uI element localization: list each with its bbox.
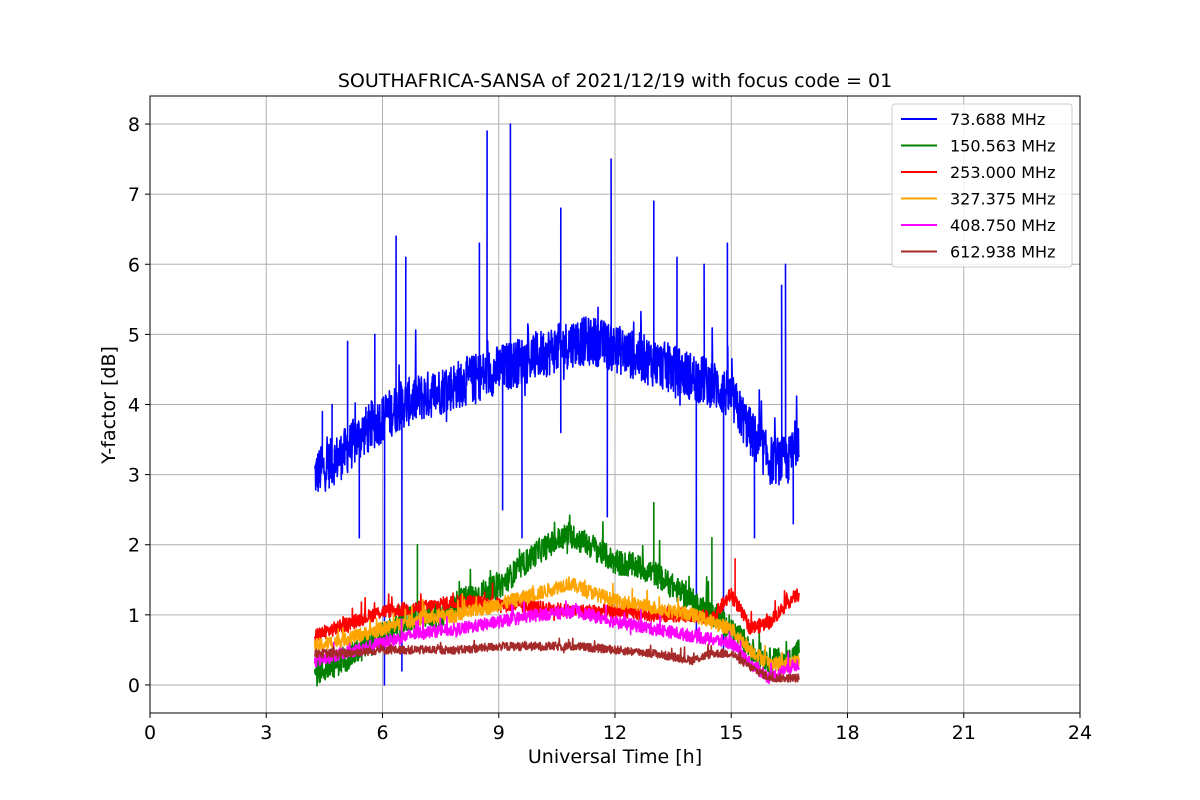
- legend-label: 408.750 MHz: [950, 216, 1055, 235]
- y-tick-label: 3: [128, 465, 140, 487]
- y-tick-label: 5: [128, 324, 140, 346]
- series-line-5: [314, 637, 800, 683]
- x-tick-label: 24: [1068, 722, 1092, 744]
- y-tick-label: 2: [128, 535, 140, 557]
- legend-label: 612.938 MHz: [950, 243, 1055, 262]
- legend: 73.688 MHz 150.563 MHz 253.000 MHz 327.375 …: [891, 103, 1073, 268]
- y-axis-label: Y-factor [dB]: [98, 346, 120, 465]
- legend-label: 253.000 MHz: [950, 163, 1055, 182]
- y-tick-label: 8: [128, 114, 140, 136]
- x-tick-label: 18: [835, 722, 859, 744]
- x-tick-label: 15: [719, 722, 743, 744]
- x-tick-label: 0: [144, 722, 156, 744]
- y-tick-label: 6: [128, 254, 140, 276]
- chart-title: SOUTHAFRICA-SANSA of 2021/12/19 with foc…: [338, 70, 892, 92]
- series-line-3: [313, 576, 800, 672]
- x-tick-label: 3: [260, 722, 272, 744]
- series-layer: [313, 123, 800, 687]
- x-axis-label: Universal Time [h]: [528, 746, 702, 768]
- y-tick-label: 1: [128, 605, 140, 627]
- x-tick-label: 6: [376, 722, 388, 744]
- legend-label: 327.375 MHz: [950, 190, 1055, 209]
- legend-label: 73.688 MHz: [950, 110, 1045, 129]
- y-tick-label: 0: [128, 675, 140, 697]
- legend-label: 150.563 MHz: [950, 137, 1055, 156]
- y-tick-label: 7: [128, 184, 140, 206]
- series-line-4: [313, 600, 800, 685]
- x-tick-label: 21: [952, 722, 976, 744]
- x-tick-label: 12: [603, 722, 627, 744]
- series-line-0: [313, 123, 800, 686]
- x-tick-label: 9: [493, 722, 505, 744]
- y-tick-label: 4: [128, 395, 140, 417]
